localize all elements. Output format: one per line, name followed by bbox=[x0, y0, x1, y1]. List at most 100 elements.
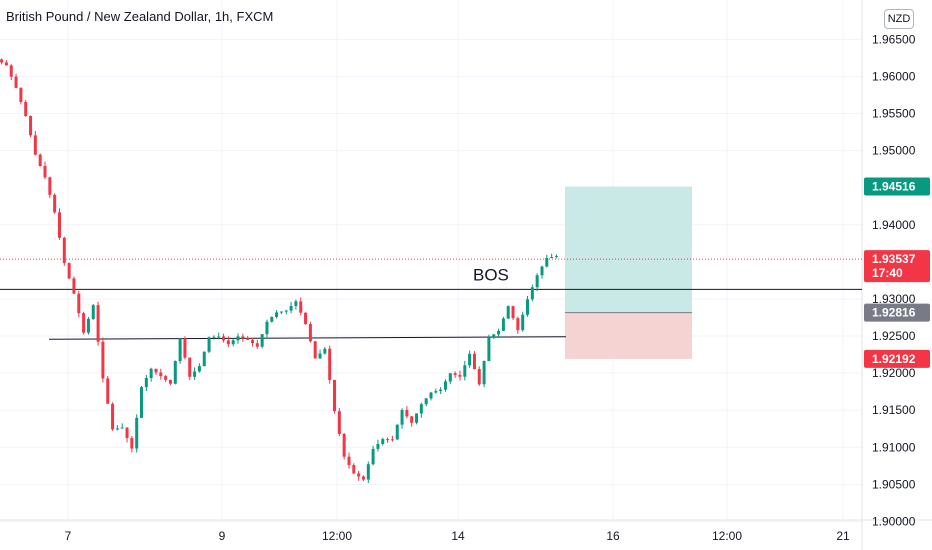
candle-body bbox=[550, 257, 554, 259]
candle-body bbox=[226, 340, 230, 345]
candle-body bbox=[419, 404, 423, 414]
candle-body bbox=[429, 392, 433, 399]
candle-body bbox=[183, 338, 187, 358]
candle-body bbox=[178, 338, 182, 362]
candle-body bbox=[304, 312, 308, 325]
time-tick-label: 7 bbox=[65, 529, 72, 543]
candle-body bbox=[144, 377, 148, 388]
candle-body bbox=[241, 336, 245, 339]
candle-body bbox=[0, 59, 4, 63]
candle-body bbox=[48, 177, 52, 195]
candle-body bbox=[492, 334, 496, 338]
candle-body bbox=[14, 76, 18, 88]
candle-body bbox=[328, 348, 332, 380]
candle-body bbox=[275, 312, 279, 318]
long-position-tool[interactable] bbox=[565, 186, 692, 359]
price-tick-label: 1.94000 bbox=[872, 218, 916, 232]
candle-body bbox=[352, 465, 356, 474]
price-label-value: 1.93537 bbox=[872, 252, 916, 266]
time-tick-label: 12:00 bbox=[712, 529, 742, 543]
price-label-box bbox=[864, 303, 930, 322]
time-axis[interactable]: 7 9 12:00 14 16 12:00 21 bbox=[65, 529, 850, 543]
price-tick-label: 1.92000 bbox=[872, 366, 916, 380]
candle-body bbox=[202, 351, 206, 367]
candle-body bbox=[357, 473, 361, 477]
candle-body bbox=[111, 403, 115, 430]
candle-body bbox=[168, 379, 172, 384]
price-label-box bbox=[864, 177, 930, 196]
candle-body bbox=[405, 409, 409, 417]
candle-body bbox=[506, 306, 510, 319]
candle-body bbox=[400, 409, 404, 425]
candle-body bbox=[434, 391, 438, 393]
candle-body bbox=[390, 439, 394, 441]
candle-body bbox=[197, 366, 201, 372]
candle-body bbox=[159, 372, 163, 377]
price-tick-label: 1.95000 bbox=[872, 144, 916, 158]
candle-body bbox=[24, 101, 28, 117]
candle-body bbox=[299, 301, 303, 313]
price-label-countdown: 17:40 bbox=[872, 266, 903, 280]
bos-label[interactable]: BOS bbox=[473, 265, 509, 284]
candle-body bbox=[371, 448, 375, 465]
candle-body bbox=[149, 368, 153, 378]
candle-body bbox=[217, 336, 221, 338]
candle-body bbox=[516, 318, 520, 331]
candlestick-series bbox=[0, 58, 558, 484]
candle-body bbox=[526, 299, 529, 315]
candle-body bbox=[554, 256, 558, 258]
candle-body bbox=[284, 310, 288, 312]
candle-body bbox=[540, 266, 544, 276]
candle-body bbox=[82, 313, 86, 333]
candle-body bbox=[511, 306, 515, 319]
candle-body bbox=[33, 135, 37, 155]
candle-body bbox=[482, 361, 486, 385]
candle-body bbox=[53, 194, 57, 213]
candle-body bbox=[236, 336, 240, 341]
candle-body bbox=[19, 87, 23, 102]
candle-body bbox=[115, 428, 119, 430]
candle-body bbox=[91, 305, 95, 319]
candle-body bbox=[376, 444, 380, 449]
candle-body bbox=[294, 301, 298, 306]
candle-body bbox=[279, 311, 283, 313]
candle-body bbox=[106, 378, 110, 404]
support-line[interactable] bbox=[48, 336, 567, 340]
loss-zone[interactable] bbox=[565, 312, 692, 359]
candle-body bbox=[386, 439, 390, 441]
candle-body bbox=[96, 305, 100, 342]
currency-badge[interactable]: NZD bbox=[884, 9, 914, 29]
candle-body bbox=[130, 438, 134, 449]
candle-body bbox=[444, 381, 447, 390]
candle-body bbox=[439, 389, 443, 392]
candle-body bbox=[270, 317, 274, 322]
candle-body bbox=[86, 318, 90, 333]
candle-body bbox=[530, 287, 534, 300]
candle-body bbox=[318, 353, 322, 359]
candle-body bbox=[313, 341, 317, 359]
candle-body bbox=[135, 417, 139, 449]
candle-body bbox=[212, 336, 216, 338]
candle-body bbox=[38, 154, 42, 166]
price-tick-label: 1.91000 bbox=[872, 440, 916, 454]
price-axis[interactable]: 1.90000 1.90500 1.91000 1.91500 1.92000 1.925… bbox=[872, 32, 916, 528]
candle-body bbox=[472, 353, 476, 370]
candle-body bbox=[164, 376, 168, 380]
candle-body bbox=[207, 337, 211, 352]
price-label-box bbox=[864, 250, 930, 283]
time-tick-label: 9 bbox=[219, 529, 226, 543]
price-label-value: 1.92816 bbox=[872, 306, 916, 320]
price-label-value: 1.92192 bbox=[872, 352, 916, 366]
candle-body bbox=[29, 116, 33, 136]
candle-body bbox=[140, 387, 143, 418]
candle-body bbox=[323, 348, 327, 354]
price-tick-label: 1.90500 bbox=[872, 477, 916, 491]
price-tick-label: 1.93000 bbox=[872, 292, 916, 306]
candle-body bbox=[415, 413, 419, 423]
profit-zone[interactable] bbox=[565, 186, 692, 313]
candle-body bbox=[255, 343, 259, 347]
price-tick-label: 1.91500 bbox=[872, 403, 916, 417]
